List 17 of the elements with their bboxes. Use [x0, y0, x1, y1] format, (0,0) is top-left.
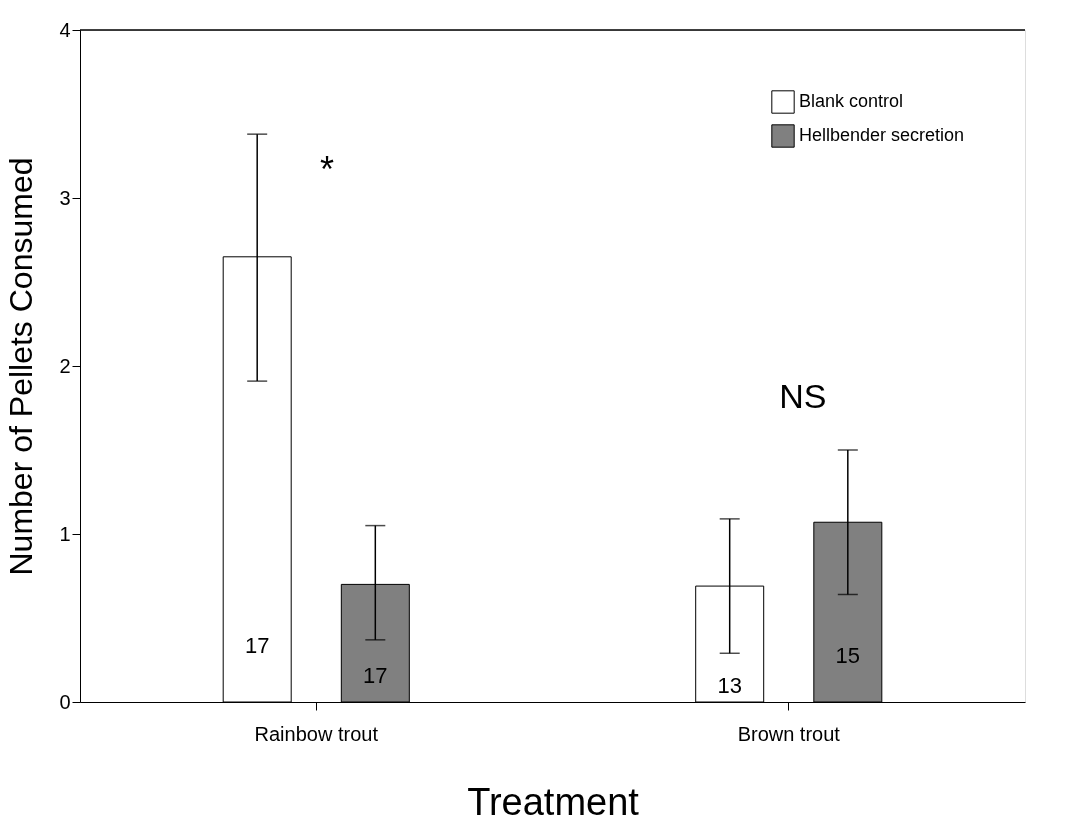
y-tick-label: 4	[59, 18, 71, 41]
annotation: 17	[244, 633, 270, 658]
annotation: 15	[835, 643, 861, 668]
annotation: 13	[717, 673, 742, 698]
annotation: *	[319, 149, 334, 190]
legend-label: Hellbender secretion	[799, 125, 965, 145]
legend-label: Blank control	[799, 91, 904, 111]
y-tick-label: 1	[59, 522, 71, 545]
annotation: 17	[363, 663, 388, 688]
y-axis-title: Number of Pellets Consumed	[3, 157, 40, 576]
x-tick-label: Brown trout	[737, 722, 841, 745]
x-tick-label: Rainbow trout	[254, 722, 379, 745]
y-tick-label: 0	[59, 690, 71, 713]
y-tick-label: 2	[59, 354, 71, 377]
y-tick-label: 3	[59, 186, 71, 209]
x-axis-title: Treatment	[467, 780, 640, 823]
annotation: NS	[779, 377, 827, 415]
